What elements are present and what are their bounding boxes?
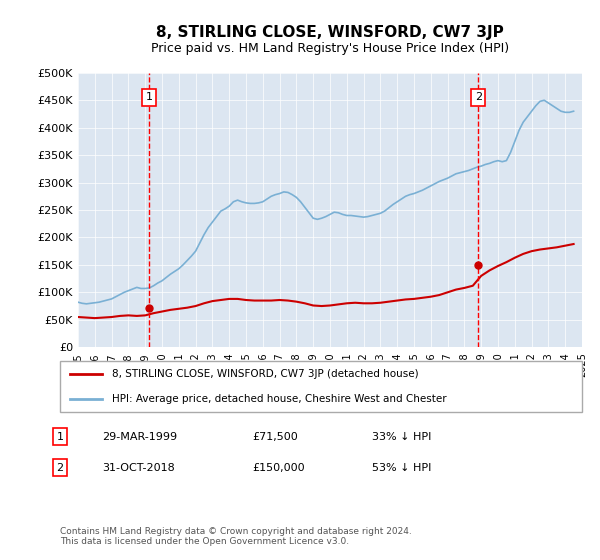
- Text: 53% ↓ HPI: 53% ↓ HPI: [372, 463, 431, 473]
- Text: £71,500: £71,500: [252, 432, 298, 442]
- FancyBboxPatch shape: [60, 361, 582, 412]
- Text: 2: 2: [475, 92, 482, 102]
- Text: 2: 2: [56, 463, 64, 473]
- Text: Contains HM Land Registry data © Crown copyright and database right 2024.
This d: Contains HM Land Registry data © Crown c…: [60, 526, 412, 546]
- Text: 1: 1: [56, 432, 64, 442]
- Text: £150,000: £150,000: [252, 463, 305, 473]
- Text: HPI: Average price, detached house, Cheshire West and Chester: HPI: Average price, detached house, Ches…: [112, 394, 447, 404]
- Text: 29-MAR-1999: 29-MAR-1999: [102, 432, 177, 442]
- Text: 33% ↓ HPI: 33% ↓ HPI: [372, 432, 431, 442]
- Text: 31-OCT-2018: 31-OCT-2018: [102, 463, 175, 473]
- Text: 8, STIRLING CLOSE, WINSFORD, CW7 3JP: 8, STIRLING CLOSE, WINSFORD, CW7 3JP: [156, 25, 504, 40]
- Text: Price paid vs. HM Land Registry's House Price Index (HPI): Price paid vs. HM Land Registry's House …: [151, 42, 509, 55]
- Text: 8, STIRLING CLOSE, WINSFORD, CW7 3JP (detached house): 8, STIRLING CLOSE, WINSFORD, CW7 3JP (de…: [112, 369, 419, 379]
- Text: 1: 1: [146, 92, 153, 102]
